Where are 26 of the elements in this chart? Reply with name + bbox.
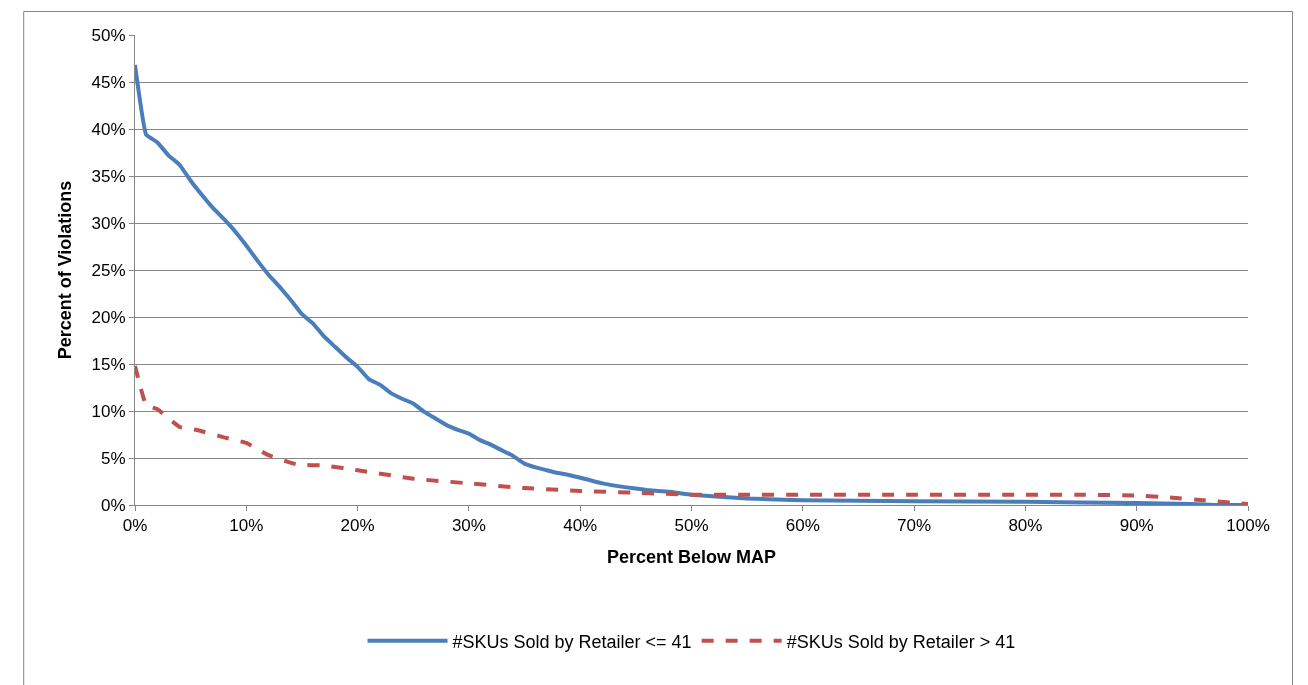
y-tick-label: 25%	[91, 260, 126, 280]
x-tick-label: 100%	[1226, 516, 1270, 536]
y-tick-label: 10%	[91, 401, 126, 421]
x-tick-label: 30%	[451, 516, 486, 536]
y-tick-label: 50%	[91, 25, 126, 45]
x-tick-label: 10%	[229, 516, 264, 536]
legend-label: #SKUs Sold by Retailer <= 41	[452, 631, 692, 652]
x-tick-label: 70%	[897, 516, 932, 536]
x-tick-label: 80%	[1008, 516, 1043, 536]
y-tick-label: 30%	[91, 213, 126, 233]
x-tick-label: 40%	[563, 516, 598, 536]
y-tick-label: 0%	[101, 495, 126, 515]
x-tick-label: 0%	[122, 516, 148, 536]
x-tick-label: 90%	[1119, 516, 1154, 536]
y-tick-label: 45%	[91, 72, 126, 92]
x-tick-label: 20%	[340, 516, 375, 536]
y-axis-title: Percent of Violations	[54, 180, 75, 360]
y-tick-label: 5%	[101, 448, 126, 468]
x-axis-title: Percent Below MAP	[606, 546, 777, 567]
y-tick-label: 20%	[91, 307, 126, 327]
x-tick-label: 50%	[674, 516, 709, 536]
x-tick-label: 60%	[785, 516, 820, 536]
y-tick-label: 40%	[91, 119, 126, 139]
legend-label: #SKUs Sold by Retailer > 41	[786, 631, 1016, 652]
y-tick-label: 35%	[91, 166, 126, 186]
y-tick-label: 15%	[91, 354, 126, 374]
